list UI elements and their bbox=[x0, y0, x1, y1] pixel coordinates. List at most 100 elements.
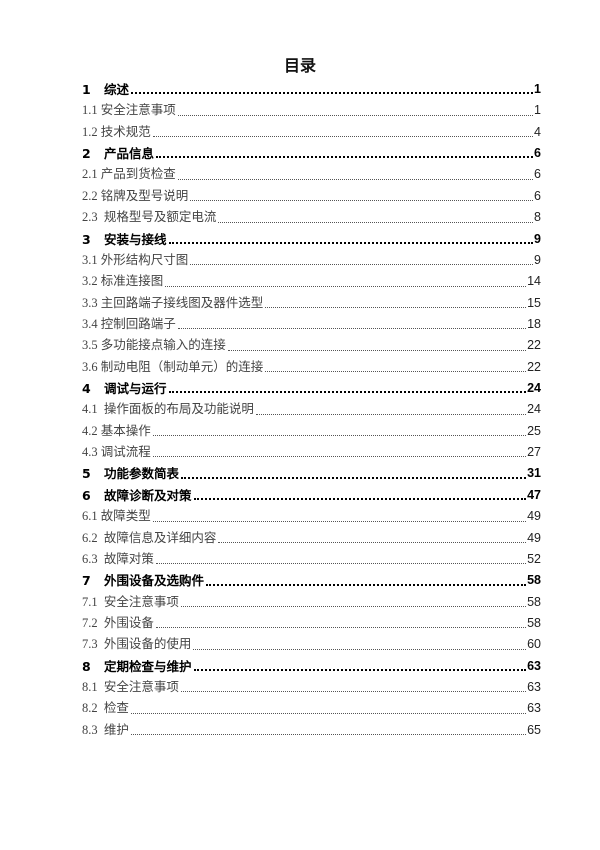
toc-section-entry[interactable]: 3.4 控制回路端子 18 bbox=[82, 314, 541, 335]
toc-entry-label: 3.3 主回路端子接线图及器件选型 bbox=[82, 293, 263, 314]
toc-entry-text: 安装与接线 bbox=[104, 231, 167, 247]
dot-leader bbox=[152, 434, 527, 437]
toc-entry-text: 产品信息 bbox=[104, 146, 155, 162]
toc-entry-label: 8.2 检查 bbox=[82, 698, 129, 719]
toc-entry-label: 4.3 调试流程 bbox=[82, 442, 151, 463]
toc-section-entry[interactable]: 2.3 规格型号及额定电流 8 bbox=[82, 207, 541, 228]
toc-entry-number: 1.2 bbox=[82, 124, 98, 139]
toc-entry-text: 检查 bbox=[100, 701, 129, 716]
toc-section-entry[interactable]: 2.2 铭牌及型号说明 6 bbox=[82, 186, 541, 207]
toc-entry-label: 2 产品信息 bbox=[82, 143, 154, 164]
toc-section-entry[interactable]: 6.3 故障对策 52 bbox=[82, 549, 541, 570]
toc-entry-number: 8.3 bbox=[82, 722, 98, 737]
toc-page-number: 49 bbox=[527, 530, 541, 545]
toc-page-number: 63 bbox=[527, 701, 541, 716]
toc-page-number: 25 bbox=[527, 423, 541, 438]
toc-entry-label: 3.6 制动电阻（制动单元）的连接 bbox=[82, 357, 263, 378]
toc-entry-number: 7 bbox=[82, 573, 91, 589]
toc-entry-text: 故障类型 bbox=[100, 509, 151, 524]
toc-entry-number: 7.2 bbox=[82, 615, 98, 630]
dot-leader bbox=[165, 285, 527, 287]
toc-section-entry[interactable]: 6.1 故障类型 49 bbox=[82, 506, 541, 527]
toc-entry-label: 2.3 规格型号及额定电流 bbox=[82, 207, 216, 228]
toc-entry-number: 2.3 bbox=[82, 210, 98, 225]
toc-section-entry[interactable]: 7.1 安全注意事项 58 bbox=[82, 592, 541, 613]
dot-leader bbox=[130, 712, 527, 714]
toc-section-entry[interactable]: 8.1 安全注意事项 63 bbox=[82, 677, 541, 698]
toc-entry-text: 定期检查与维护 bbox=[104, 658, 192, 674]
toc-entry-number: 3.3 bbox=[82, 295, 98, 310]
toc-page-number: 60 bbox=[527, 637, 541, 652]
toc-section-entry[interactable]: 7.3 外围设备的使用 60 bbox=[82, 634, 541, 655]
toc-entry-text: 故障诊断及对策 bbox=[104, 487, 192, 503]
toc-page-number: 9 bbox=[534, 231, 541, 246]
toc-entry-text: 产品到货检查 bbox=[100, 167, 176, 182]
toc-entry-number: 3.5 bbox=[82, 338, 98, 353]
toc-section-entry[interactable]: 1.1 安全注意事项 1 bbox=[82, 100, 541, 121]
toc-entry-text: 多功能接点输入的连接 bbox=[100, 338, 226, 353]
toc-entry-text: 主回路端子接线图及器件选型 bbox=[100, 295, 264, 310]
toc-entry-text: 控制回路端子 bbox=[100, 316, 176, 331]
toc-chapter-entry[interactable]: 3 安装与接线 9 bbox=[82, 229, 541, 250]
toc-section-entry[interactable]: 4.1 操作面板的布局及功能说明 24 bbox=[82, 399, 541, 420]
toc-entry-label: 1 综述 bbox=[82, 79, 129, 100]
toc-entry-text: 操作面板的布局及功能说明 bbox=[100, 402, 254, 417]
toc-entry-label: 3.4 控制回路端子 bbox=[82, 314, 176, 335]
toc-section-entry[interactable]: 6.2 故障信息及详细内容 49 bbox=[82, 528, 541, 549]
toc-entry-number: 6 bbox=[82, 487, 91, 503]
toc-section-entry[interactable]: 3.6 制动电阻（制动单元）的连接 22 bbox=[82, 357, 541, 378]
toc-section-entry[interactable]: 1.2 技术规范 4 bbox=[82, 122, 541, 143]
toc-chapter-entry[interactable]: 7 外围设备及选购件 58 bbox=[82, 570, 541, 591]
toc-page-number: 58 bbox=[527, 615, 541, 630]
toc-entry-label: 3.1 外形结构尺寸图 bbox=[82, 250, 188, 271]
toc-section-entry[interactable]: 3.2 标准连接图 14 bbox=[82, 271, 541, 292]
toc-section-entry[interactable]: 8.2 检查 63 bbox=[82, 698, 541, 719]
toc-page-number: 9 bbox=[534, 252, 541, 267]
toc-entry-label: 7.2 外围设备 bbox=[82, 613, 154, 634]
toc-section-entry[interactable]: 7.2 外围设备 58 bbox=[82, 613, 541, 634]
toc-section-entry[interactable]: 2.1 产品到货检查 6 bbox=[82, 164, 541, 185]
toc-section-entry[interactable]: 4.3 调试流程 27 bbox=[82, 442, 541, 463]
toc-section-entry[interactable]: 3.1 外形结构尺寸图 9 bbox=[82, 250, 541, 271]
toc-page-number: 63 bbox=[527, 658, 541, 673]
toc-section-entry[interactable]: 4.2 基本操作 25 bbox=[82, 421, 541, 442]
toc-entry-number: 1 bbox=[82, 81, 91, 97]
toc-section-entry[interactable]: 3.3 主回路端子接线图及器件选型 15 bbox=[82, 293, 541, 314]
toc-entry-label: 1.1 安全注意事项 bbox=[82, 100, 176, 121]
toc-entry-label: 1.2 技术规范 bbox=[82, 122, 151, 143]
toc-entry-number: 4.3 bbox=[82, 445, 98, 460]
toc-section-entry[interactable]: 3.5 多功能接点输入的连接 22 bbox=[82, 335, 541, 356]
toc-chapter-entry[interactable]: 4 调试与运行 24 bbox=[82, 378, 541, 399]
dot-leader bbox=[168, 241, 534, 244]
toc-entry-label: 6.3 故障对策 bbox=[82, 549, 154, 570]
toc-page-number: 8 bbox=[534, 210, 541, 225]
toc-entry-number: 3 bbox=[82, 231, 91, 247]
toc-entry-text: 基本操作 bbox=[100, 423, 151, 438]
dot-leader bbox=[181, 476, 527, 479]
toc-entry-text: 规格型号及额定电流 bbox=[100, 210, 217, 225]
toc-entry-number: 2 bbox=[82, 146, 91, 162]
toc-chapter-entry[interactable]: 1 综述 1 bbox=[82, 79, 541, 100]
toc-entry-text: 外围设备及选购件 bbox=[104, 573, 205, 589]
toc-entry-text: 铭牌及型号说明 bbox=[100, 188, 189, 203]
toc-entry-label: 8.1 安全注意事项 bbox=[82, 677, 179, 698]
dot-leader bbox=[255, 413, 527, 415]
toc-section-entry[interactable]: 8.3 维护 65 bbox=[82, 720, 541, 741]
dot-leader bbox=[218, 221, 534, 223]
toc-page-number: 52 bbox=[527, 551, 541, 566]
dot-leader bbox=[265, 306, 527, 308]
toc-page-number: 22 bbox=[527, 338, 541, 353]
toc-page-number: 6 bbox=[534, 167, 541, 182]
toc-entry-number: 4.1 bbox=[82, 402, 98, 417]
toc-entry-number: 1.1 bbox=[82, 103, 98, 118]
dot-leader bbox=[193, 668, 527, 672]
toc-entry-label: 4 调试与运行 bbox=[82, 378, 167, 399]
toc-entry-number: 6.2 bbox=[82, 530, 98, 545]
table-of-contents: 1 综述 1 1.1 安全注意事项 1 1.2 技术规范 4 2 产品信息 6 2.1 产品到货检查… bbox=[82, 79, 541, 741]
toc-chapter-entry[interactable]: 2 产品信息 6 bbox=[82, 143, 541, 164]
toc-entry-number: 4.2 bbox=[82, 423, 98, 438]
toc-chapter-entry[interactable]: 6 故障诊断及对策 47 bbox=[82, 485, 541, 506]
toc-page-number: 58 bbox=[527, 594, 541, 609]
toc-chapter-entry[interactable]: 5 功能参数简表 31 bbox=[82, 463, 541, 484]
toc-chapter-entry[interactable]: 8 定期检查与维护 63 bbox=[82, 656, 541, 677]
